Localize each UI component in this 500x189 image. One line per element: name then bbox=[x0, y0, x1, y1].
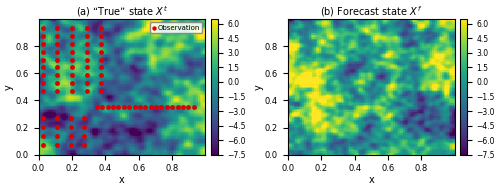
Observation bbox=[82, 58, 90, 61]
Observation bbox=[93, 106, 101, 109]
Observation bbox=[38, 66, 46, 69]
Observation bbox=[152, 106, 160, 109]
Observation bbox=[80, 135, 88, 138]
Observation bbox=[97, 35, 105, 38]
Observation bbox=[52, 117, 60, 120]
Observation bbox=[38, 144, 46, 147]
Observation bbox=[97, 66, 105, 69]
Observation bbox=[38, 82, 46, 85]
Observation bbox=[38, 126, 46, 129]
Observation bbox=[82, 27, 90, 30]
Observation bbox=[97, 27, 105, 30]
Observation bbox=[80, 126, 88, 129]
Observation bbox=[68, 89, 76, 92]
Observation bbox=[68, 58, 76, 61]
X-axis label: x: x bbox=[119, 175, 125, 185]
Observation bbox=[54, 50, 62, 53]
Observation bbox=[163, 106, 171, 109]
Observation bbox=[68, 66, 76, 69]
Observation bbox=[98, 106, 106, 109]
Observation bbox=[136, 106, 144, 109]
Observation bbox=[97, 89, 105, 92]
Observation bbox=[158, 106, 166, 109]
Observation bbox=[54, 35, 62, 38]
Observation bbox=[82, 74, 90, 77]
Observation bbox=[54, 74, 62, 77]
Observation bbox=[82, 89, 90, 92]
Observation bbox=[52, 126, 60, 129]
Observation bbox=[146, 106, 154, 109]
Observation bbox=[104, 106, 112, 109]
Observation bbox=[54, 89, 62, 92]
Observation bbox=[38, 35, 46, 38]
Observation bbox=[38, 74, 46, 77]
Observation bbox=[190, 106, 198, 109]
Observation bbox=[38, 89, 46, 92]
Title: (a) “True” state $X^t$: (a) “True” state $X^t$ bbox=[76, 4, 168, 19]
Observation bbox=[38, 27, 46, 30]
Observation bbox=[97, 50, 105, 53]
Observation bbox=[66, 144, 74, 147]
Observation bbox=[179, 106, 187, 109]
Observation bbox=[82, 43, 90, 46]
Legend: Observation: Observation bbox=[150, 22, 202, 33]
Observation bbox=[68, 74, 76, 77]
Observation bbox=[54, 43, 62, 46]
Observation bbox=[38, 117, 46, 120]
Observation bbox=[130, 106, 138, 109]
Observation bbox=[184, 106, 192, 109]
Observation bbox=[66, 135, 74, 138]
Title: (b) Forecast state $X^f$: (b) Forecast state $X^f$ bbox=[320, 4, 422, 19]
Observation bbox=[38, 135, 46, 138]
Observation bbox=[125, 106, 133, 109]
Observation bbox=[80, 144, 88, 147]
Observation bbox=[82, 66, 90, 69]
Observation bbox=[120, 106, 128, 109]
Observation bbox=[114, 106, 122, 109]
Observation bbox=[38, 43, 46, 46]
Observation bbox=[54, 82, 62, 85]
Observation bbox=[97, 74, 105, 77]
Observation bbox=[54, 58, 62, 61]
Observation bbox=[174, 106, 182, 109]
Observation bbox=[68, 50, 76, 53]
Observation bbox=[52, 144, 60, 147]
Observation bbox=[82, 50, 90, 53]
Observation bbox=[68, 35, 76, 38]
Observation bbox=[68, 43, 76, 46]
Observation bbox=[109, 106, 117, 109]
Observation bbox=[97, 43, 105, 46]
Observation bbox=[82, 35, 90, 38]
Observation bbox=[168, 106, 176, 109]
Y-axis label: y: y bbox=[4, 84, 14, 90]
Observation bbox=[82, 82, 90, 85]
Observation bbox=[54, 66, 62, 69]
Observation bbox=[97, 82, 105, 85]
Observation bbox=[68, 27, 76, 30]
Observation bbox=[38, 50, 46, 53]
Observation bbox=[97, 58, 105, 61]
X-axis label: x: x bbox=[368, 175, 374, 185]
Observation bbox=[142, 106, 150, 109]
Observation bbox=[54, 27, 62, 30]
Y-axis label: y: y bbox=[254, 84, 264, 90]
Observation bbox=[38, 58, 46, 61]
Observation bbox=[80, 117, 88, 120]
Observation bbox=[52, 135, 60, 138]
Observation bbox=[66, 126, 74, 129]
Observation bbox=[66, 117, 74, 120]
Observation bbox=[68, 82, 76, 85]
